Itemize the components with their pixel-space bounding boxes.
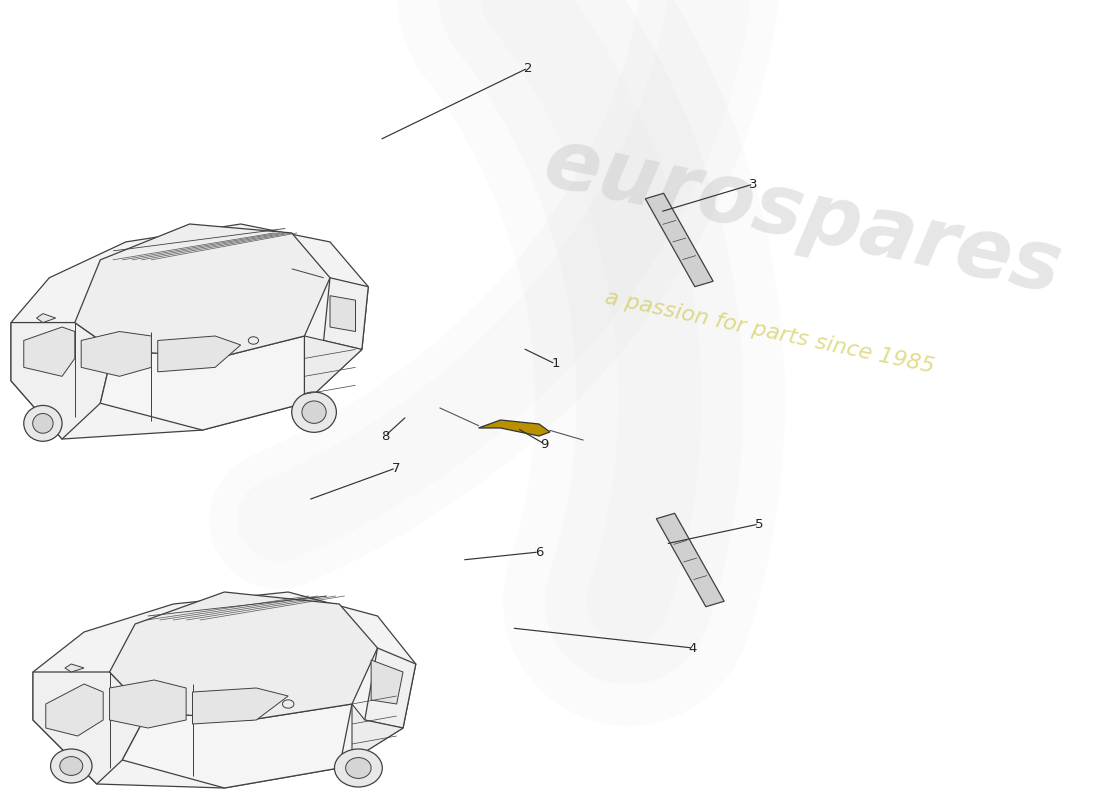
Polygon shape bbox=[100, 336, 305, 430]
Polygon shape bbox=[371, 660, 403, 704]
Polygon shape bbox=[11, 224, 368, 439]
Ellipse shape bbox=[301, 401, 327, 423]
Text: eurospares: eurospares bbox=[537, 122, 1069, 310]
Polygon shape bbox=[46, 684, 103, 736]
Polygon shape bbox=[81, 331, 152, 376]
Polygon shape bbox=[33, 592, 416, 788]
Polygon shape bbox=[33, 672, 147, 784]
Ellipse shape bbox=[334, 749, 383, 787]
Polygon shape bbox=[192, 688, 288, 724]
Polygon shape bbox=[330, 296, 355, 331]
Polygon shape bbox=[657, 514, 724, 606]
Polygon shape bbox=[75, 224, 330, 358]
Polygon shape bbox=[339, 704, 403, 768]
Polygon shape bbox=[11, 322, 113, 439]
Polygon shape bbox=[24, 327, 75, 376]
Polygon shape bbox=[365, 648, 416, 728]
Polygon shape bbox=[65, 664, 84, 672]
Text: 1: 1 bbox=[551, 358, 560, 370]
Ellipse shape bbox=[292, 392, 337, 432]
Ellipse shape bbox=[33, 414, 53, 434]
Polygon shape bbox=[36, 314, 56, 322]
Ellipse shape bbox=[59, 757, 82, 775]
Text: 5: 5 bbox=[755, 518, 763, 530]
Polygon shape bbox=[305, 336, 362, 403]
Text: 2: 2 bbox=[524, 62, 532, 74]
Ellipse shape bbox=[345, 758, 371, 778]
Text: 6: 6 bbox=[535, 546, 543, 558]
Polygon shape bbox=[157, 336, 241, 372]
Text: 9: 9 bbox=[540, 438, 549, 450]
Polygon shape bbox=[122, 704, 352, 788]
Text: a passion for parts since 1985: a passion for parts since 1985 bbox=[604, 287, 936, 377]
Text: 4: 4 bbox=[689, 642, 697, 654]
Text: 3: 3 bbox=[749, 178, 758, 190]
Text: 8: 8 bbox=[381, 430, 389, 442]
Polygon shape bbox=[110, 592, 377, 720]
Text: 7: 7 bbox=[392, 462, 400, 474]
Ellipse shape bbox=[24, 406, 62, 442]
Ellipse shape bbox=[51, 749, 92, 783]
Polygon shape bbox=[110, 680, 186, 728]
Polygon shape bbox=[478, 420, 550, 436]
Polygon shape bbox=[323, 278, 368, 350]
Polygon shape bbox=[646, 194, 713, 286]
